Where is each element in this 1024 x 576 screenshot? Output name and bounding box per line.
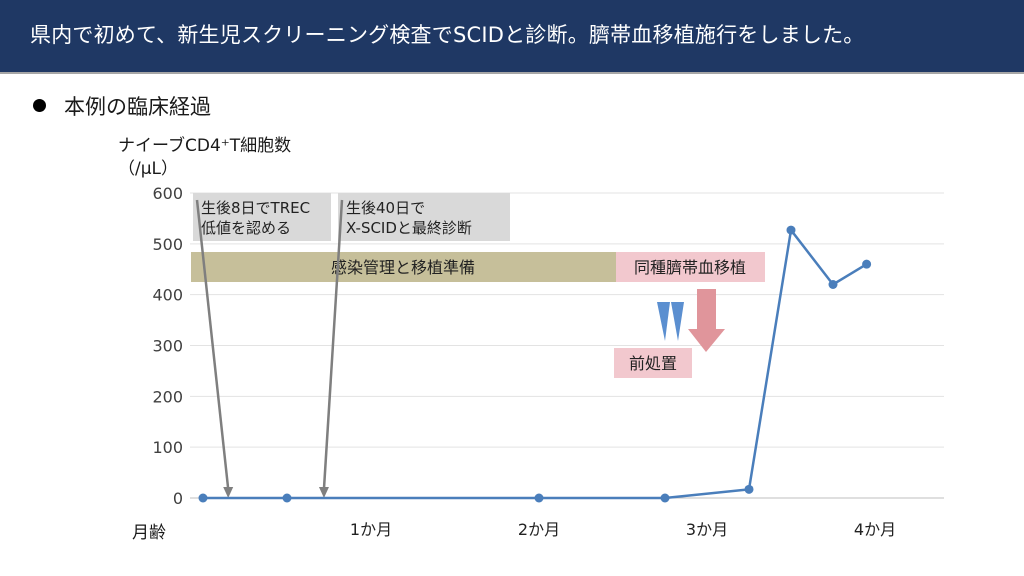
series-line: [203, 227, 868, 500]
y-tick-label: 400: [152, 286, 183, 305]
bullet-icon: [33, 99, 46, 112]
annotation-text: 低値を認める: [201, 219, 291, 237]
annotation-arrow-head: [318, 487, 329, 498]
phase-label-transplant: 同種臍帯血移植: [634, 258, 746, 277]
x-tick-label: 1か月: [350, 520, 392, 539]
data-point: [828, 280, 838, 289]
y-tick-label: 600: [152, 184, 183, 203]
phase-bars: 感染管理と移植準備 同種臍帯血移植: [191, 252, 765, 282]
data-point: [282, 493, 292, 503]
transplant-arrow-head: [688, 329, 725, 352]
data-point: [862, 259, 872, 269]
phase-label-preparation: 感染管理と移植準備: [331, 258, 475, 277]
transplant-arrow-shaft: [697, 289, 716, 329]
page-title: 県内で初めて、新生児スクリーニング検査でSCIDと診断。臍帯血移植施行をしました…: [30, 23, 865, 47]
y-tick-label: 0: [173, 489, 183, 508]
data-point: [786, 225, 796, 235]
y-axis-unit: （/μL）: [118, 159, 179, 179]
annotation-box: [193, 193, 331, 241]
annotation-text: X-SCIDと最終診断: [346, 219, 472, 237]
annotation-arrow-line: [322, 199, 344, 490]
pretreatment-label: 前処置: [629, 354, 677, 373]
x-tick-label: 4か月: [854, 520, 896, 539]
x-tick-label: 2か月: [518, 520, 560, 539]
data-point: [660, 493, 670, 503]
annotation-box: [338, 193, 510, 241]
axis-ticks: 0 100 200 300 400 500 600 1か月 2か月 3か月 4か月: [152, 184, 896, 539]
x-axis-title: 月齢: [132, 523, 166, 543]
y-tick-label: 100: [152, 438, 183, 457]
annotation-arrow-head: [223, 487, 234, 498]
pretreatment-marker: [671, 302, 684, 341]
pretreatment-box: [614, 348, 692, 378]
x-tick-label: 3か月: [686, 520, 728, 539]
data-point: [534, 493, 544, 503]
y-tick-label: 300: [152, 337, 183, 356]
y-tick-label: 200: [152, 387, 183, 406]
annotation-text: 生後8日でTREC: [201, 199, 310, 217]
y-axis-title: ナイーブCD4⁺T細胞数: [118, 136, 292, 156]
annotation-text: 生後40日で: [346, 199, 425, 217]
section-heading: 本例の臨床経過: [64, 95, 211, 119]
y-tick-label: 500: [152, 235, 183, 254]
title-bar: 県内で初めて、新生児スクリーニング検査でSCIDと診断。臍帯血移植施行をしました…: [0, 0, 1024, 74]
series: [198, 225, 872, 503]
phase-bar-transplant: [616, 252, 765, 282]
pretreatment-marker: [657, 302, 670, 341]
phase-bar-preparation: [191, 252, 616, 282]
data-point: [744, 484, 754, 494]
annotation-arrow-line: [195, 199, 230, 490]
data-point: [198, 493, 208, 503]
